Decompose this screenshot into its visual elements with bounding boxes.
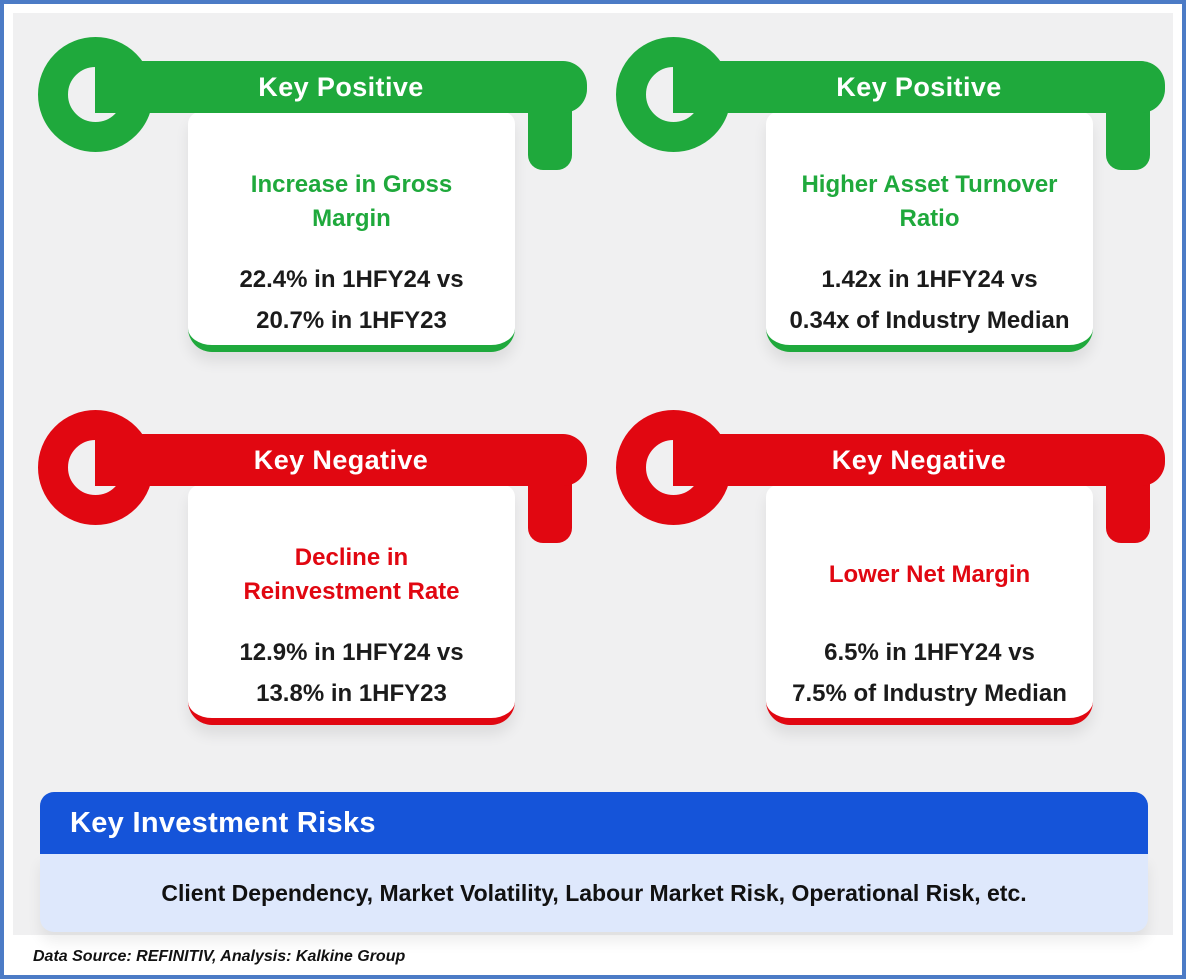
card-metric-line2: 13.8% in 1HFY23 [256, 679, 447, 707]
risks-items-text: Client Dependency, Market Volatility, La… [161, 879, 1027, 906]
card-title-line1: Increase in Gross [250, 170, 453, 198]
risks-banner: Key Investment Risks [40, 792, 1148, 854]
card-metric-line1: 12.9% in 1HFY24 vs [239, 639, 464, 666]
card-metric-line2: 20.7% in 1HFY23 [256, 306, 447, 334]
key-card-negative-reinvestment-rate: Key Negative Decline in Reinvestment Rat… [38, 405, 603, 750]
card-metric-line1: 22.4% in 1HFY24 vs [239, 266, 464, 293]
card-title-line2: Ratio [899, 205, 960, 232]
card-metric-line1: 1.42x in 1HFY24 vs [821, 266, 1038, 293]
card-title: Lower Net Margin [829, 525, 1030, 625]
card-title: Higher Asset Turnover Ratio [801, 152, 1057, 252]
key-detail-card: Decline in Reinvestment Rate 12.9% in 1H… [188, 485, 515, 725]
key-card-positive-asset-turnover: Key Positive Higher Asset Turnover Ratio… [616, 32, 1181, 377]
key-card-positive-gross-margin: Key Positive Increase in Gross Margin 22… [38, 32, 603, 377]
key-shaft: Key Positive [673, 61, 1165, 113]
key-detail-card: Lower Net Margin 6.5% in 1HFY24 vs 7.5% … [766, 485, 1093, 725]
risks-heading: Key Investment Risks [70, 807, 376, 839]
card-title-line2: Reinvestment Rate [243, 578, 460, 605]
card-title-line1: Decline in [294, 543, 409, 571]
card-title: Decline in Reinvestment Rate [243, 525, 459, 625]
key-badge-label: Key Positive [836, 72, 1002, 102]
card-metrics: 6.5% in 1HFY24 vs 7.5% of Industry Media… [792, 633, 1067, 715]
key-badge-label: Key Positive [258, 72, 424, 102]
card-metric-line1: 6.5% in 1HFY24 vs [824, 639, 1035, 666]
card-metrics: 12.9% in 1HFY24 vs 13.8% in 1HFY23 [239, 633, 463, 715]
key-detail-card: Higher Asset Turnover Ratio 1.42x in 1HF… [766, 112, 1093, 352]
card-title-line1: Higher Asset Turnover [801, 170, 1058, 198]
card-title-line2: Margin [312, 205, 391, 232]
card-title: Increase in Gross Margin [251, 152, 452, 252]
key-investment-risks-section: Key Investment Risks Client Dependency, … [40, 792, 1148, 932]
card-metrics: 1.42x in 1HFY24 vs 0.34x of Industry Med… [789, 260, 1069, 342]
card-metric-line2: 7.5% of Industry Median [792, 679, 1067, 707]
risks-box: Client Dependency, Market Volatility, La… [40, 854, 1148, 932]
key-badge-label: Key Negative [831, 445, 1007, 475]
card-metrics: 22.4% in 1HFY24 vs 20.7% in 1HFY23 [239, 260, 463, 342]
key-card-negative-net-margin: Key Negative Lower Net Margin 6.5% in 1H… [616, 405, 1181, 750]
key-badge-label: Key Negative [253, 445, 429, 475]
data-source-footer: Data Source: REFINITIV, Analysis: Kalkin… [33, 948, 406, 965]
card-title-line1: Lower Net Margin [828, 560, 1031, 588]
key-detail-card: Increase in Gross Margin 22.4% in 1HFY24… [188, 112, 515, 352]
key-shaft: Key Negative [95, 434, 587, 486]
key-shaft: Key Negative [673, 434, 1165, 486]
card-metric-line2: 0.34x of Industry Median [789, 306, 1070, 334]
key-shaft: Key Positive [95, 61, 587, 113]
